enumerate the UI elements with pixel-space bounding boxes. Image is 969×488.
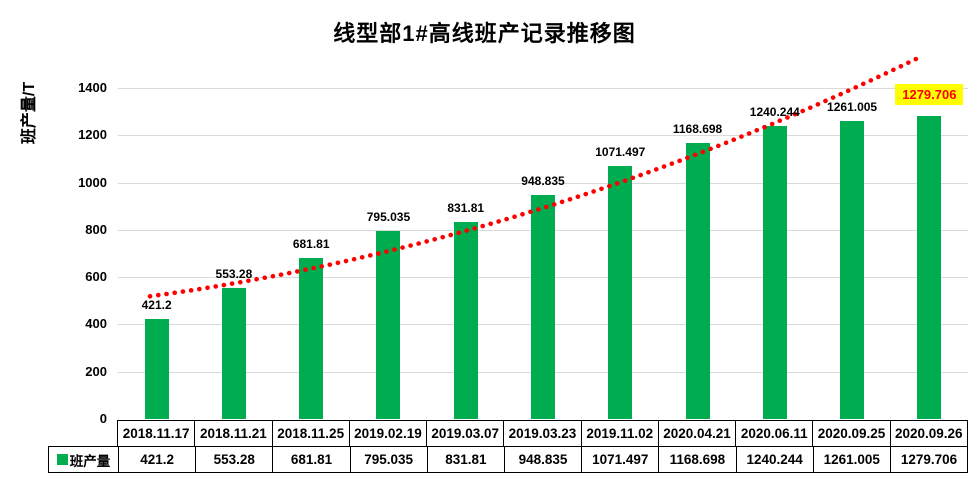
value-cell: 795.035 xyxy=(349,447,427,472)
value-cell: 1168.698 xyxy=(658,447,735,472)
value-cell: 1261.005 xyxy=(812,447,890,472)
bar-data-label-text: 1168.698 xyxy=(672,121,723,136)
bar-data-label: 681.81 xyxy=(261,237,361,251)
y-tick-label: 0 xyxy=(99,411,107,426)
date-cell: 2020.09.26 xyxy=(889,421,967,446)
date-cell: 2018.11.25 xyxy=(271,421,349,446)
y-tick-label: 200 xyxy=(85,363,107,379)
bar-data-label: 553.28 xyxy=(184,267,284,281)
legend-cell: 班产量 xyxy=(49,447,118,472)
y-tick-label: 800 xyxy=(85,221,107,237)
bar-data-label-text: 553.28 xyxy=(215,267,253,282)
y-tick-label: 1000 xyxy=(78,174,107,190)
bar xyxy=(221,288,246,419)
bar xyxy=(762,125,787,419)
bar-data-label-text: 1240.244 xyxy=(749,104,800,119)
bar-data-label-text: 681.81 xyxy=(292,236,330,251)
value-cell: 1240.244 xyxy=(735,447,813,472)
date-cell: 2019.02.19 xyxy=(348,421,426,446)
bar xyxy=(299,257,324,419)
bar xyxy=(453,222,478,419)
gridline xyxy=(118,88,968,89)
bar xyxy=(685,142,710,419)
value-cell: 681.81 xyxy=(272,447,349,472)
value-cell: 553.28 xyxy=(195,447,272,472)
bar-data-label-text: 1279.706 xyxy=(895,84,964,106)
bar-data-label-text: 831.81 xyxy=(447,201,485,216)
value-cell: 1279.706 xyxy=(889,447,967,472)
bar-data-label: 1168.698 xyxy=(648,122,748,136)
bar-data-label-text: 1071.497 xyxy=(595,144,646,159)
bar-data-label-text: 421.2 xyxy=(141,298,172,313)
value-cell: 948.835 xyxy=(503,447,581,472)
date-cell: 2019.03.23 xyxy=(503,421,580,446)
date-cell: 2019.11.02 xyxy=(580,421,658,446)
bar xyxy=(531,194,555,419)
bar xyxy=(917,116,942,419)
y-tick-label: 600 xyxy=(85,269,107,285)
bar xyxy=(608,165,633,419)
bar-data-label: 1279.706 xyxy=(879,84,969,106)
date-cell: 2020.06.11 xyxy=(735,421,812,446)
data-table-value-row: 班产量 421.2 553.28 681.81 795.035 831.81 948.83… xyxy=(48,446,968,473)
date-cell: 2019.03.07 xyxy=(426,421,503,446)
bar xyxy=(144,319,169,419)
bar-data-label-text: 795.035 xyxy=(366,210,411,225)
bar-data-label-text: 948.835 xyxy=(521,173,565,188)
y-tick-label: 400 xyxy=(85,316,107,332)
legend-label: 班产量 xyxy=(69,453,111,469)
bar xyxy=(840,120,865,419)
chart-title: 线型部1#高线班产记录推移图 xyxy=(333,21,636,46)
date-cell: 2020.04.21 xyxy=(657,421,735,446)
value-cell: 831.81 xyxy=(426,447,504,472)
date-cell: 2018.11.21 xyxy=(194,421,271,446)
bar-data-label: 421.2 xyxy=(107,298,207,312)
bar-data-label: 831.81 xyxy=(416,201,516,215)
y-tick-label: 1200 xyxy=(78,127,107,143)
legend-swatch-icon xyxy=(56,454,68,465)
value-cell: 421.2 xyxy=(118,447,195,472)
bar-data-label: 948.835 xyxy=(493,174,593,188)
date-cell: 2018.11.17 xyxy=(122,426,190,441)
date-cell: 2020.09.25 xyxy=(812,421,889,446)
bar-data-label-text: 1261.005 xyxy=(827,99,878,114)
bar-data-label: 1071.497 xyxy=(570,145,670,159)
x-axis-date-row: 2018.11.17 2018.11.21 2018.11.25 2019.02.19… xyxy=(117,420,968,446)
bar xyxy=(376,231,401,419)
y-axis-title: 班产量/T xyxy=(21,81,38,145)
y-tick-label: 1400 xyxy=(78,80,107,95)
value-cell: 1071.497 xyxy=(581,447,658,472)
